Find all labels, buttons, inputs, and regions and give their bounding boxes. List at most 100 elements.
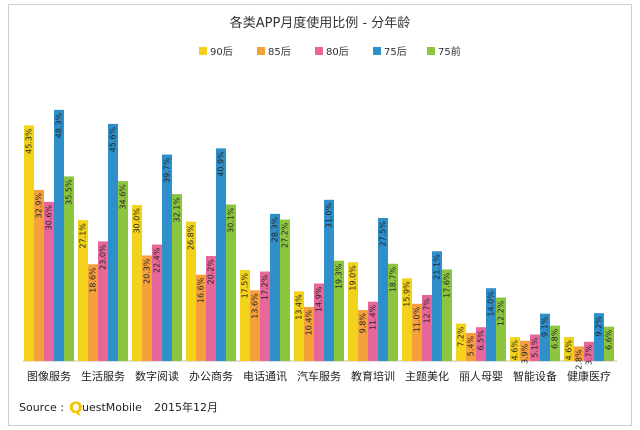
bar-value-label-8-2: 6.5% <box>477 330 486 351</box>
bar-7-0 <box>402 278 412 361</box>
bar-value-label-1-4: 34.6% <box>119 184 128 210</box>
bar-value-label-10-0: 4.6% <box>565 340 574 361</box>
bar-9-4 <box>550 325 560 361</box>
category-label-8: 丽人母婴 <box>459 370 503 383</box>
bar-6-0 <box>348 262 358 361</box>
bar-5-3 <box>324 199 334 361</box>
bar-value-label-10-1: 2.8% <box>575 349 584 370</box>
bar-7-1 <box>412 303 422 361</box>
bar-value-label-7-2: 12.7% <box>423 298 432 324</box>
bar-value-label-2-4: 32.1% <box>173 197 182 223</box>
category-labels: 图像服务 生活服务 数字阅读 办公商务 电话通讯 汽车服务 教育培训 主题美化 丽人母婴 智能设备… <box>27 369 611 383</box>
bar-value-label-4-4: 27.2% <box>281 222 290 248</box>
bar-value-label-7-3: 21.1% <box>433 254 442 280</box>
bar-value-label-1-2: 23.0% <box>99 244 108 270</box>
bar-6-3 <box>378 218 388 361</box>
bar-8-1 <box>466 332 476 361</box>
bar-6-2 <box>368 301 378 361</box>
bar-3-3 <box>216 148 226 361</box>
bar-6-1 <box>358 310 368 361</box>
bar-value-label-0-1: 32.9% <box>35 193 44 219</box>
bar-4-3 <box>270 213 280 361</box>
bar-value-label-6-2: 11.4% <box>369 304 378 330</box>
bar-0-3 <box>54 109 64 361</box>
category-label-1: 生活服务 <box>81 369 125 383</box>
bar-value-label-6-4: 18.7% <box>389 266 398 292</box>
bar-8-4 <box>496 297 506 361</box>
bar-value-label-10-3: 9.2% <box>595 316 604 337</box>
bar-3-0 <box>186 221 196 361</box>
bar-7-2 <box>422 294 432 361</box>
bar-value-label-7-0: 15.9% <box>403 281 412 307</box>
bar-2-1 <box>142 255 152 361</box>
bar-0-2 <box>44 201 54 361</box>
source-date: 2015年12月 <box>154 400 218 414</box>
bar-1-3 <box>108 123 118 361</box>
bar-8-3 <box>486 288 496 361</box>
bar-value-label-8-4: 12.2% <box>497 300 506 326</box>
chart-legend: 90后 85后 80后 75后 75前 <box>199 45 461 58</box>
bar-value-label-7-4: 17.6% <box>443 272 452 298</box>
bar-value-label-5-0: 13.4% <box>295 294 304 320</box>
bar-5-4 <box>334 260 344 361</box>
bar-5-0 <box>294 291 304 361</box>
source-label: Source : <box>19 401 64 414</box>
bar-2-2 <box>152 244 162 361</box>
bar-2-3 <box>162 154 172 361</box>
bar-6-4 <box>388 263 398 361</box>
bar-4-4 <box>280 219 290 361</box>
bar-4-0 <box>240 270 250 361</box>
bar-1-4 <box>118 181 128 361</box>
bar-value-label-8-1: 5.4% <box>467 336 476 357</box>
bar-value-label-6-1: 9.8% <box>359 313 368 334</box>
bar-value-label-2-0: 30.0% <box>133 208 142 234</box>
chart-frame: 各类APP月度使用比例 - 分年龄 90后 85后 80后 75后 75前 45.3% 3… <box>8 4 632 426</box>
bar-3-4 <box>226 204 236 361</box>
bar-value-label-9-0: 4.6% <box>511 340 520 361</box>
bar-value-label-0-4: 35.5% <box>65 179 74 205</box>
bar-9-0 <box>510 337 520 361</box>
bar-value-label-0-3: 48.3% <box>55 112 64 138</box>
bar-1-1 <box>88 264 98 361</box>
bar-10-0 <box>564 337 574 361</box>
legend-swatch-1 <box>257 47 265 55</box>
bar-1-0 <box>78 220 88 361</box>
bars-group: 45.3% 32.9% 30.6% 48.3% 35.5% 27.1% 18.6%23.0%… <box>24 109 614 370</box>
bar-value-label-2-1: 20.3% <box>143 258 152 284</box>
bar-3-2 <box>206 255 216 361</box>
bar-value-label-7-1: 11.0% <box>413 306 422 332</box>
bar-value-label-10-2: 3.7% <box>585 344 594 365</box>
bar-value-label-5-4: 19.3% <box>335 263 344 289</box>
bar-value-label-4-3: 28.3% <box>271 216 280 242</box>
bar-value-label-9-1: 3.9% <box>521 343 530 364</box>
category-label-6: 教育培训 <box>351 369 395 383</box>
legend-swatch-2 <box>315 47 323 55</box>
bar-value-label-3-3: 40.9% <box>217 151 226 177</box>
questmobile-logo-q: Q <box>69 398 83 417</box>
bar-9-2 <box>530 334 540 361</box>
bar-5-2 <box>314 283 324 361</box>
bar-0-0 <box>24 125 34 361</box>
bar-value-label-5-3: 31.0% <box>325 202 334 228</box>
category-label-7: 主题美化 <box>405 369 449 383</box>
bar-value-label-5-2: 14.9% <box>315 286 324 312</box>
bar-10-3 <box>594 313 604 361</box>
bar-value-label-1-0: 27.1% <box>79 223 88 249</box>
bar-value-label-8-0: 7.2% <box>457 326 466 347</box>
category-label-0: 图像服务 <box>27 370 71 383</box>
legend-swatch-0 <box>199 47 207 55</box>
bar-value-label-9-2: 5.1% <box>531 337 540 358</box>
bar-value-label-2-3: 39.7% <box>163 157 172 183</box>
bar-value-label-3-2: 20.2% <box>207 259 216 285</box>
bar-value-label-9-4: 6.8% <box>551 328 560 349</box>
bar-value-label-1-1: 18.6% <box>89 267 98 293</box>
legend-label-1: 85后 <box>268 46 291 58</box>
bar-value-label-3-1: 16.6% <box>197 277 206 303</box>
bar-1-2 <box>98 241 108 361</box>
legend-swatch-4 <box>427 47 435 55</box>
bar-8-2 <box>476 327 486 361</box>
legend-swatch-3 <box>373 47 381 55</box>
bar-value-label-5-1: 10.4% <box>305 310 314 336</box>
chart-title: 各类APP月度使用比例 - 分年龄 <box>230 15 411 31</box>
bar-0-4 <box>64 176 74 361</box>
